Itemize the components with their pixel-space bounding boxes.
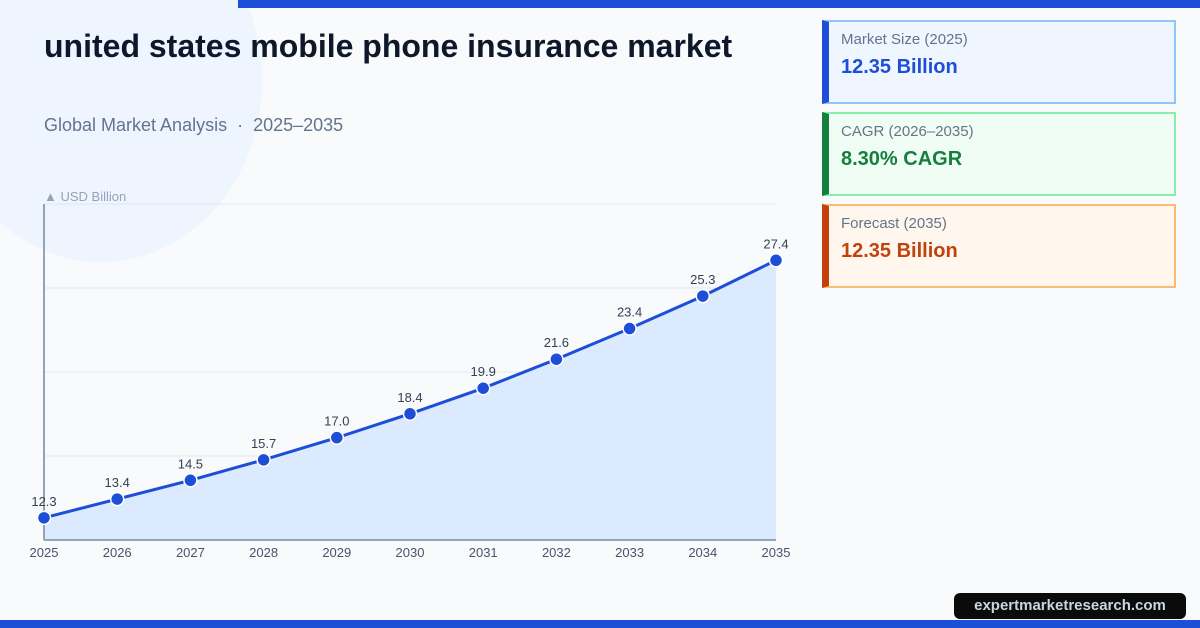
x-tick-label: 2033 — [615, 545, 644, 560]
x-tick-label: 2030 — [396, 545, 425, 560]
data-label: 14.5 — [178, 456, 203, 471]
subtitle-separator: · — [237, 115, 244, 135]
stat-card: Market Size (2025) 12.35 Billion — [822, 20, 1176, 104]
x-tick-label: 2034 — [688, 545, 717, 560]
data-point[interactable] — [36, 510, 52, 526]
x-tick-label: 2028 — [249, 545, 278, 560]
data-point[interactable] — [768, 253, 784, 268]
x-tick-label: 2025 — [30, 545, 59, 560]
stat-label: CAGR (2026–2035) — [841, 123, 974, 140]
data-label: 27.4 — [763, 236, 788, 251]
data-point[interactable] — [622, 321, 637, 336]
x-tick-label: 2035 — [762, 545, 791, 560]
stat-value: 12.35 Billion — [841, 56, 958, 78]
data-point[interactable] — [109, 491, 125, 507]
bottom-accent-bar — [0, 620, 1200, 628]
data-point[interactable] — [183, 473, 198, 488]
stat-value: 12.35 Billion — [841, 240, 958, 262]
data-point[interactable] — [256, 452, 271, 468]
data-label: 15.7 — [251, 436, 276, 451]
stat-value: 8.30% CAGR — [841, 148, 963, 170]
data-label: 13.4 — [105, 475, 130, 490]
stat-label: Forecast (2035) — [841, 215, 947, 232]
x-tick-label: 2026 — [103, 545, 132, 560]
page-title: united states mobile phone insurance mar… — [44, 28, 733, 64]
stat-label: Market Size (2025) — [841, 31, 968, 48]
x-tick-label: 2027 — [176, 545, 205, 560]
chart: ▲ USD Billion 12.3 2025 13.4 2026 14.5 2027 15… — [30, 189, 791, 560]
y-axis-label: ▲ USD Billion — [44, 189, 126, 204]
data-label: 21.6 — [544, 335, 569, 350]
subtitle-period: 2025–2035 — [253, 115, 344, 135]
top-accent-bar — [238, 0, 1200, 8]
x-tick-label: 2029 — [322, 545, 351, 560]
data-point[interactable] — [329, 430, 345, 445]
data-label: 19.9 — [471, 364, 496, 379]
data-point[interactable] — [549, 351, 564, 367]
data-label: 12.3 — [31, 494, 56, 509]
data-point[interactable] — [475, 380, 491, 396]
data-label: 17.0 — [324, 414, 349, 429]
source-badge[interactable]: expertmarketresearch.com — [954, 593, 1186, 619]
stat-card: CAGR (2026–2035) 8.30% CAGR — [822, 112, 1176, 196]
data-point[interactable] — [402, 406, 418, 422]
x-tick-label: 2031 — [469, 545, 498, 560]
subtitle: Global Market Analysis · 2025–2035 — [44, 115, 343, 136]
subtitle-scope: Global Market Analysis — [44, 115, 228, 135]
data-label: 25.3 — [690, 272, 715, 287]
data-label: 23.4 — [617, 305, 642, 320]
data-label: 18.4 — [397, 390, 422, 405]
data-point[interactable] — [695, 288, 711, 304]
stat-card: Forecast (2035) 12.35 Billion — [822, 204, 1176, 288]
x-tick-label: 2032 — [542, 545, 571, 560]
